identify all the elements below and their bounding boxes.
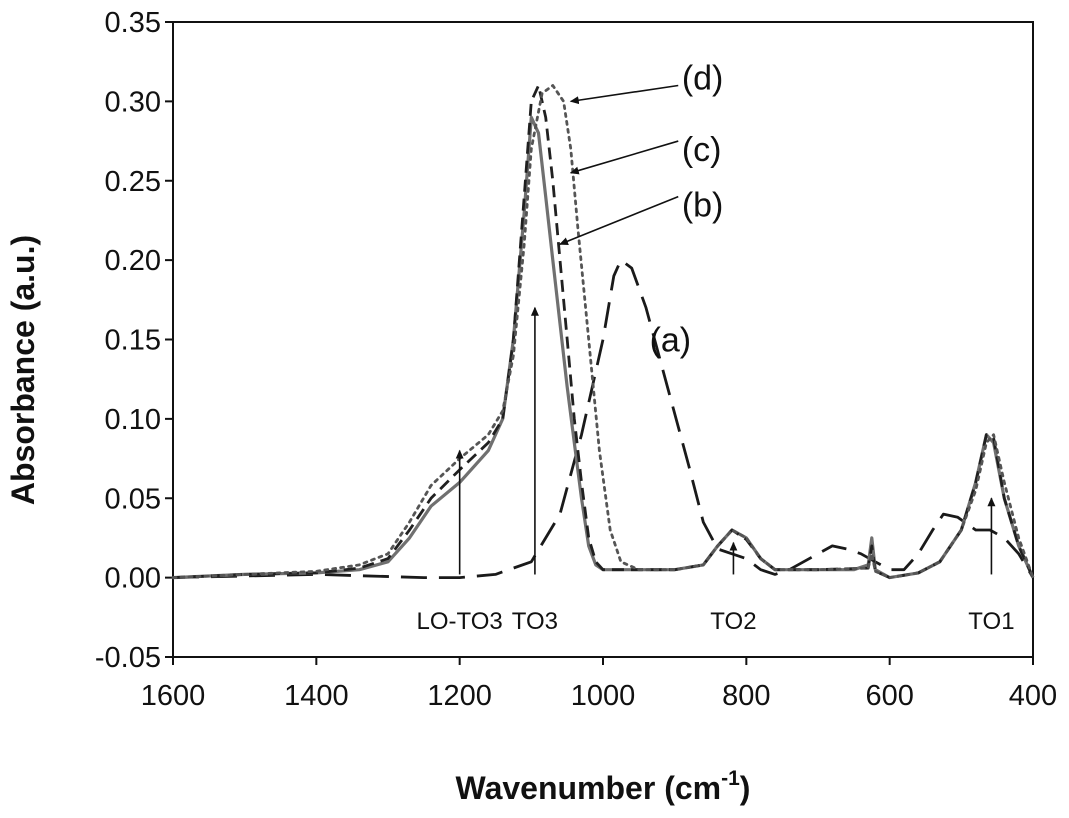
plot-frame: [172, 21, 1034, 658]
labels-layer: (a) (b) (c) (d): [650, 60, 724, 360]
peak-label: TO1: [968, 608, 1014, 635]
y-tick-label: 0.25: [105, 166, 161, 198]
axes-layer: -0.05 0.00 0.05 0.10 0.15 0.20 0.25 0.30 0.35 160…: [95, 7, 1057, 712]
x-tick-label: 400: [1009, 680, 1057, 712]
x-axis-title: Wavenumber (cm-1): [456, 767, 751, 806]
y-tick-label: 0.00: [105, 563, 161, 595]
y-tick-label: 0.20: [105, 245, 161, 277]
x-tick-label: 1600: [141, 680, 206, 712]
series-label: (b): [682, 187, 724, 225]
x-tick-label: 800: [722, 680, 770, 712]
y-tick-label: 0.35: [105, 7, 161, 39]
peak-label: TO3: [512, 608, 558, 635]
x-axis-title-main: Wavenumber (cm: [456, 770, 722, 806]
x-axis-title-superscript: -1: [721, 767, 740, 790]
series-label: (c): [682, 131, 722, 169]
series-line-a: [172, 258, 1035, 579]
y-tick-label: 0.10: [105, 404, 161, 436]
series-line-b: [172, 115, 1035, 580]
y-tick-label: -0.05: [95, 642, 161, 674]
series-label: (d): [682, 60, 724, 98]
y-tick-label: 0.15: [105, 325, 161, 357]
y-tick-label: 0.05: [105, 483, 161, 515]
series-pointer-arrow: [569, 84, 679, 105]
x-tick-label: 1000: [571, 680, 636, 712]
series-pointer-arrow: [559, 195, 679, 245]
series-pointer-arrow: [569, 140, 679, 175]
x-axis-title-close: ): [740, 770, 751, 806]
x-tick-label: 600: [865, 680, 913, 712]
x-tick-label: 1400: [284, 680, 349, 712]
peak-label: LO-TO3: [417, 608, 503, 635]
series-line-d: [171, 84, 1035, 579]
annotation-layer: LO-TO3 TO3 TO2 TO1: [417, 84, 1015, 635]
y-axis-title: Absorbance (a.u.): [5, 235, 41, 505]
peak-label: TO2: [710, 608, 756, 635]
x-tick-label: 1200: [427, 680, 492, 712]
series-label: (a): [650, 322, 692, 360]
y-tick-label: 0.30: [105, 86, 161, 118]
series-layer: [171, 84, 1035, 580]
series-line-c: [172, 84, 1035, 579]
